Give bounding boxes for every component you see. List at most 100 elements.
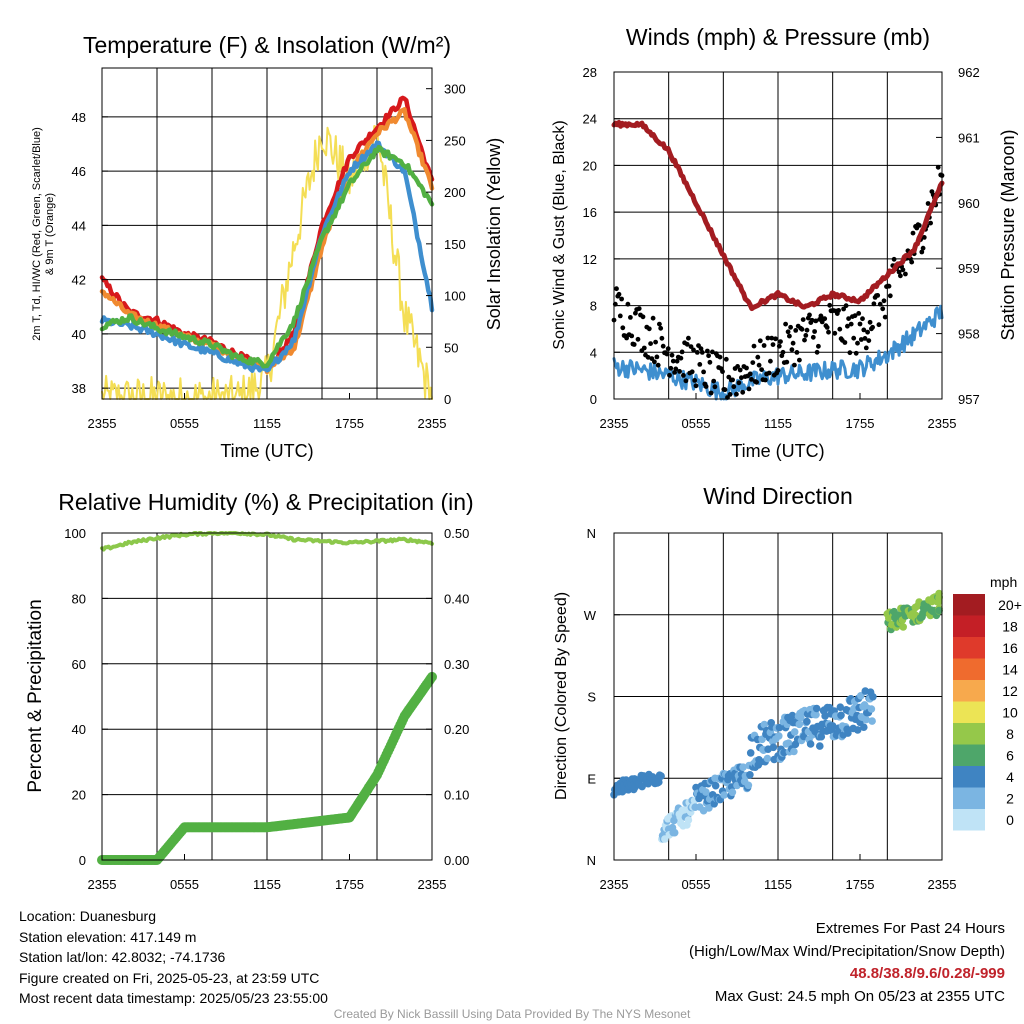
gust-point — [886, 283, 892, 289]
gust-point — [620, 325, 626, 331]
gust-point — [668, 365, 674, 371]
temp-panel-title: Temperature (F) & Insolation (W/m²) — [83, 32, 451, 58]
gust-point — [667, 372, 672, 378]
direction-point — [760, 720, 769, 729]
figure-created: Figure created on Fri, 2025-05-23, at 23… — [19, 969, 320, 986]
gust-point — [737, 367, 743, 373]
gust-point — [898, 273, 903, 279]
gust-point — [826, 329, 831, 335]
gust-point — [800, 317, 806, 322]
gust-point — [891, 256, 897, 262]
gust-point — [935, 164, 941, 170]
colorbar-label: 0 — [1006, 812, 1014, 828]
colorbar-label: 12 — [1002, 683, 1018, 699]
wind-y2-tick-label: 958 — [958, 327, 980, 342]
colorbar-label: 18 — [1002, 619, 1018, 635]
direction-point — [828, 722, 837, 730]
gust-point — [837, 326, 843, 332]
gust-point — [887, 293, 893, 299]
gust-point — [681, 373, 686, 378]
gust-point — [843, 303, 849, 309]
direction-point — [790, 728, 799, 736]
temp-y-tick-label: 44 — [72, 218, 86, 233]
gust-point — [717, 354, 723, 360]
gust-point — [793, 328, 799, 333]
colorbar-label: 6 — [1006, 748, 1014, 764]
gust-point — [670, 358, 676, 364]
direction-point — [784, 739, 793, 747]
direction-point — [935, 606, 943, 615]
gust-point — [816, 343, 821, 349]
rh-y-tick-label: 100 — [64, 526, 86, 541]
direction-point — [790, 747, 798, 756]
x-tick-label: 0555 — [170, 416, 199, 431]
wind-series — [611, 119, 945, 401]
wind-xlabel: Time (UTC) — [731, 441, 824, 461]
gust-point — [654, 354, 660, 360]
station-latlon: Station lat/lon: 42.8032; -74.1736 — [19, 949, 226, 965]
gust-point — [658, 325, 664, 331]
wind-y-tick-label: 24 — [583, 112, 597, 127]
gust-point — [746, 386, 752, 392]
temp-y-tick-label: 48 — [72, 110, 86, 125]
colorbar-label: 10 — [1002, 705, 1018, 721]
direction-point — [806, 740, 815, 748]
direction-point — [812, 704, 821, 713]
dir-ylabel-left: Direction (Colored By Speed) — [553, 592, 570, 800]
direction-point — [837, 711, 845, 720]
gust-point — [824, 325, 830, 330]
gust-point — [855, 340, 860, 346]
gust-point — [669, 352, 675, 358]
colorbar-label: 8 — [1006, 726, 1014, 742]
gust-point — [698, 346, 704, 352]
gust-point — [866, 338, 872, 343]
gust-point — [852, 313, 858, 319]
direction-point — [899, 623, 907, 631]
gust-point — [706, 353, 711, 359]
x-tick-label: 2355 — [928, 877, 957, 892]
gust-point — [803, 333, 809, 338]
station-location: Location: Duanesburg — [19, 908, 156, 924]
dir-y-tick-label: N — [587, 526, 596, 541]
wind-y2-tick-label: 961 — [958, 130, 980, 145]
rh-y2-tick-label: 0.40 — [444, 591, 469, 606]
gust-point — [880, 306, 886, 312]
gust-point — [707, 359, 713, 365]
colorbar-swatch — [953, 594, 985, 616]
direction-point — [860, 723, 868, 731]
dir-y-tick-label: E — [587, 771, 596, 786]
x-tick-label: 2355 — [600, 416, 629, 431]
colorbar-swatch — [953, 723, 985, 745]
gust-point — [677, 369, 682, 374]
gust-point — [756, 362, 762, 368]
speed-colorbar: 20+ 18 16 14 12 10 8 6 4 2 0 — [953, 594, 1022, 831]
wind-y-tick-label: 8 — [590, 299, 597, 314]
dir-panel-title: Wind Direction — [703, 483, 853, 509]
gust-point — [689, 369, 695, 375]
x-tick-label: 1755 — [846, 416, 875, 431]
gust-point — [853, 350, 859, 356]
direction-point — [684, 816, 693, 824]
gust-point — [773, 336, 778, 342]
gust-point — [875, 293, 881, 298]
gust-point — [836, 308, 841, 313]
rh-y-tick-label: 0 — [79, 853, 86, 868]
gust-point — [645, 354, 651, 360]
gust-point — [846, 316, 851, 321]
temp-y2-tick-label: 100 — [444, 289, 466, 304]
gust-point — [799, 326, 805, 332]
gust-point — [751, 343, 757, 349]
x-tick-label: 2355 — [88, 416, 117, 431]
gust-point — [794, 350, 800, 355]
gust-point — [691, 347, 696, 353]
gust-point — [867, 319, 873, 325]
wind-y-tick-label: 16 — [583, 205, 597, 220]
gust-point — [848, 321, 854, 327]
temp-y-tick-label: 38 — [72, 381, 86, 396]
gust-point — [734, 391, 739, 397]
gust-point — [802, 337, 807, 343]
gust-point — [876, 322, 882, 328]
gust-point — [775, 368, 781, 373]
wind-y-tick-label: 12 — [583, 252, 597, 267]
